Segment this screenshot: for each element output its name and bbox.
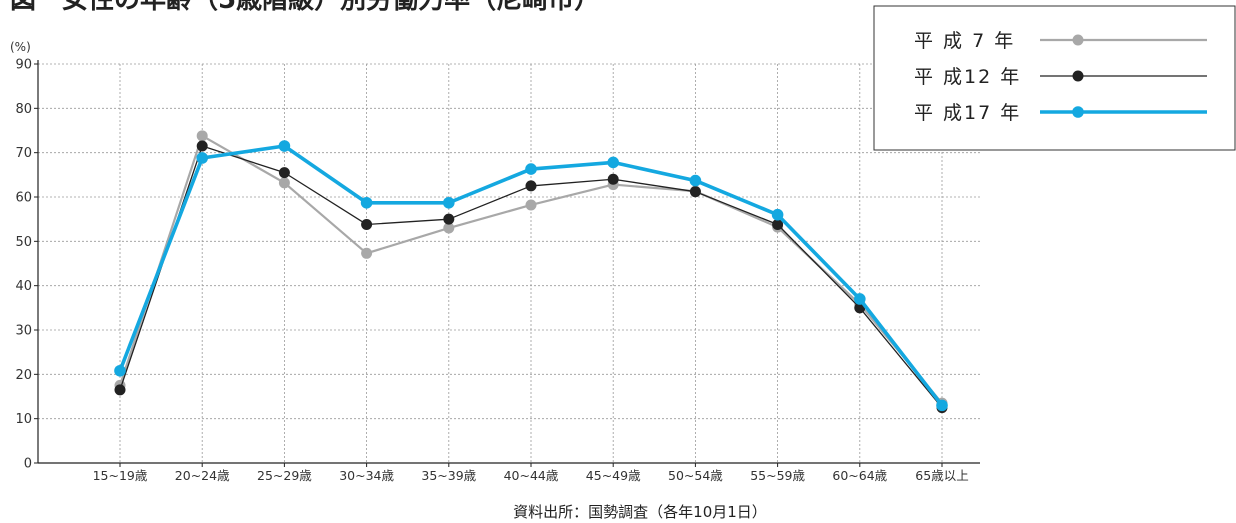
legend-box xyxy=(873,5,1236,151)
y-tick-label: 50 xyxy=(15,235,32,250)
series-layer xyxy=(114,130,948,414)
data-point xyxy=(854,293,866,305)
data-point xyxy=(196,130,208,142)
y-tick-label: 10 xyxy=(15,412,32,427)
chart-title: 図 女性の年齢（5歳階級）別労働力率（尼崎市） xyxy=(10,0,600,15)
data-point xyxy=(114,384,126,396)
y-tick-labels: 0 10 20 30 40 50 60 70 80 90 xyxy=(15,58,32,472)
grid xyxy=(38,63,980,463)
x-tick-label: 45~49歳 xyxy=(586,468,641,483)
y-tick-label: 80 xyxy=(15,102,32,117)
data-point xyxy=(361,247,373,259)
data-point xyxy=(525,180,537,192)
data-point xyxy=(525,199,537,211)
source-note: 資料出所：国勢調査（各年10月1日） xyxy=(513,503,767,521)
legend-label: 平 成12 年 xyxy=(914,66,1021,88)
data-point xyxy=(689,186,701,198)
data-point xyxy=(443,196,455,209)
x-tick-label: 55~59歳 xyxy=(750,468,805,483)
data-point xyxy=(196,152,208,164)
legend-label: 平 成 7 年 xyxy=(914,30,1015,52)
data-point xyxy=(771,208,784,221)
data-point xyxy=(114,364,126,377)
y-tick-label: 70 xyxy=(15,146,32,161)
data-point xyxy=(278,167,290,179)
y-tick-label: 60 xyxy=(15,191,32,206)
x-tick-label: 15~19歳 xyxy=(93,468,148,483)
data-point xyxy=(772,218,784,230)
x-tick-label: 35~39歳 xyxy=(421,468,476,483)
legend: 平 成 7 年平 成12 年平 成17 年 xyxy=(873,5,1236,151)
y-tick-label: 90 xyxy=(15,58,32,73)
x-tick-label: 25~29歳 xyxy=(257,468,312,483)
series-3 xyxy=(114,140,948,412)
data-point xyxy=(443,222,455,234)
x-tick-labels: 15~19歳 20~24歳 25~29歳 30~34歳 35~39歳 40~44歳 45~4… xyxy=(93,468,969,483)
data-point xyxy=(936,399,948,412)
y-tick-label: 30 xyxy=(15,324,32,339)
data-point xyxy=(525,163,537,175)
legend-marker xyxy=(1072,106,1084,118)
data-point xyxy=(278,140,291,152)
data-point xyxy=(443,213,455,225)
legend-marker xyxy=(1072,34,1084,46)
data-point xyxy=(278,177,290,189)
data-point xyxy=(360,196,373,209)
data-point xyxy=(607,173,619,185)
x-tick-label: 20~24歳 xyxy=(175,468,230,483)
legend-marker xyxy=(1072,70,1084,82)
y-tick-label: 0 xyxy=(24,457,32,472)
y-tick-label: 20 xyxy=(15,368,32,383)
axes xyxy=(34,60,980,467)
legend-label: 平 成17 年 xyxy=(914,102,1021,124)
data-point xyxy=(196,140,208,152)
data-point xyxy=(361,218,373,230)
x-tick-label: 50~54歳 xyxy=(668,468,723,483)
y-axis-unit-label: (%) xyxy=(10,40,31,54)
y-tick-label: 40 xyxy=(15,279,32,294)
x-tick-label: 30~34歳 xyxy=(339,468,394,483)
x-tick-label: 40~44歳 xyxy=(504,468,559,483)
x-tick-label: 60~64歳 xyxy=(832,468,887,483)
data-point xyxy=(689,174,702,187)
data-point xyxy=(607,156,619,169)
x-tick-label: 65歳以上 xyxy=(915,468,968,483)
